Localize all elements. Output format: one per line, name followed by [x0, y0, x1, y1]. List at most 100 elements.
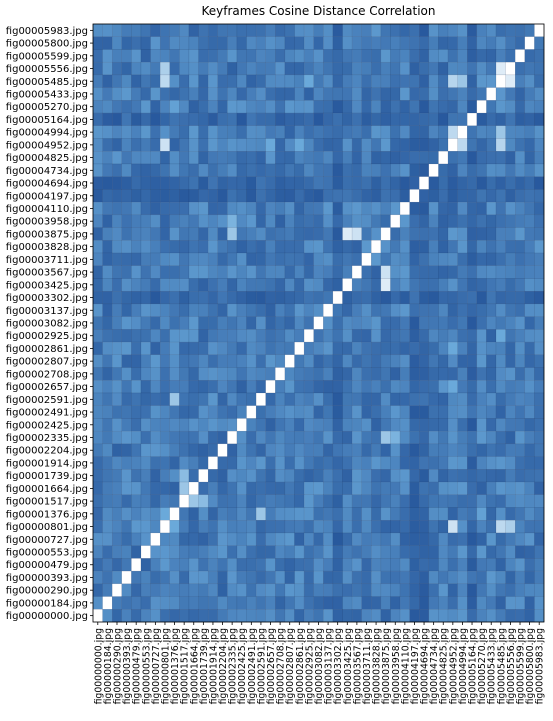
heatmap-cell — [371, 151, 382, 165]
heatmap-cell — [102, 558, 113, 572]
x-tick-label: fig00005800.jpg — [525, 628, 536, 705]
heatmap-cell — [515, 329, 526, 343]
heatmap-cell — [351, 456, 362, 470]
heatmap-cell — [409, 558, 420, 572]
heatmap-cell — [131, 240, 142, 254]
heatmap-cell — [515, 176, 526, 190]
heatmap-cell — [332, 507, 343, 521]
heatmap-cell — [169, 36, 180, 50]
heatmap-cell — [227, 507, 238, 521]
heatmap-cell — [255, 494, 266, 508]
heatmap-cell — [131, 494, 142, 508]
heatmap-cell — [188, 418, 199, 432]
heatmap-cell — [198, 252, 209, 266]
heatmap-cell — [361, 570, 372, 585]
heatmap-cell — [399, 112, 410, 127]
heatmap-cell — [294, 189, 305, 203]
heatmap-cell — [361, 49, 372, 63]
y-tick-label: fig00003828.jpg — [6, 242, 88, 253]
heatmap-cell — [534, 583, 545, 597]
heatmap-cell — [371, 583, 382, 597]
heatmap-cell — [371, 240, 382, 254]
heatmap-cell — [390, 240, 401, 254]
heatmap-cell — [467, 532, 478, 546]
heatmap-cell — [524, 227, 535, 241]
heatmap-cell — [467, 138, 478, 152]
heatmap-cell — [150, 558, 161, 572]
heatmap-cell — [390, 176, 401, 190]
heatmap-cell — [534, 405, 545, 419]
heatmap-cell — [515, 240, 526, 254]
heatmap-cell — [342, 456, 353, 470]
heatmap-cell — [361, 87, 372, 101]
heatmap-cell — [198, 112, 209, 127]
heatmap-cell — [246, 469, 257, 483]
heatmap-cell — [169, 49, 180, 63]
heatmap-cell — [457, 456, 468, 470]
heatmap-cell — [140, 74, 151, 88]
heatmap-cell — [140, 151, 151, 165]
heatmap-cell — [371, 507, 382, 521]
heatmap-cell — [150, 163, 161, 177]
heatmap-cell — [399, 23, 410, 37]
heatmap-cell — [217, 125, 228, 139]
heatmap-cell — [399, 380, 410, 394]
y-tick-label: fig00005485.jpg — [6, 77, 88, 88]
heatmap-cell — [486, 214, 497, 228]
heatmap-cell — [380, 290, 391, 305]
heatmap-cell — [207, 49, 218, 63]
heatmap-cell — [159, 418, 171, 432]
heatmap-cell — [265, 392, 276, 406]
heatmap-cell — [131, 329, 142, 343]
heatmap-cell — [150, 303, 161, 317]
heatmap-cell — [198, 316, 209, 330]
heatmap-cell — [140, 443, 151, 457]
heatmap-cell — [179, 329, 190, 343]
heatmap-cell — [179, 469, 190, 483]
heatmap-cell — [323, 443, 334, 457]
heatmap-cell — [476, 23, 487, 37]
heatmap-cell — [476, 341, 487, 356]
heatmap-cell — [515, 278, 526, 292]
heatmap-cell — [486, 316, 497, 330]
heatmap-cell — [515, 100, 526, 114]
heatmap-cell — [303, 570, 314, 585]
heatmap-cell — [409, 303, 420, 317]
heatmap-cell — [390, 367, 401, 381]
heatmap-cell — [342, 87, 353, 101]
heatmap-cell — [169, 507, 180, 521]
heatmap-cell — [505, 100, 516, 114]
heatmap-cell — [275, 125, 286, 139]
heatmap-cell — [131, 189, 142, 203]
heatmap-cell — [524, 316, 535, 330]
heatmap-cell — [467, 214, 478, 228]
heatmap-cell — [457, 227, 468, 241]
heatmap-cell — [313, 609, 324, 623]
heatmap-cell — [438, 520, 449, 534]
heatmap-cell — [380, 87, 391, 101]
heatmap-cell — [294, 87, 305, 101]
heatmap-cell — [351, 138, 362, 152]
heatmap-cell — [207, 138, 218, 152]
y-tick-label: fig00003302.jpg — [6, 293, 88, 304]
heatmap-cell — [390, 392, 401, 406]
heatmap-cell — [428, 430, 439, 445]
heatmap-cell — [284, 36, 295, 50]
heatmap-cell — [332, 265, 343, 279]
heatmap-cell — [159, 405, 171, 419]
heatmap-cell — [246, 558, 257, 572]
heatmap-cell — [447, 151, 458, 165]
heatmap-cell — [198, 74, 209, 88]
heatmap-cell — [342, 418, 353, 432]
heatmap-cell — [486, 392, 497, 406]
heatmap-cell — [111, 494, 123, 508]
heatmap-cell — [303, 418, 314, 432]
heatmap-cell — [351, 87, 362, 101]
heatmap-cell — [265, 151, 276, 165]
heatmap-cell — [380, 61, 391, 76]
heatmap-cell — [390, 290, 401, 305]
heatmap-cell — [150, 341, 161, 356]
heatmap-cell — [428, 609, 439, 623]
heatmap-cell — [159, 609, 171, 623]
heatmap-cell — [313, 469, 324, 483]
